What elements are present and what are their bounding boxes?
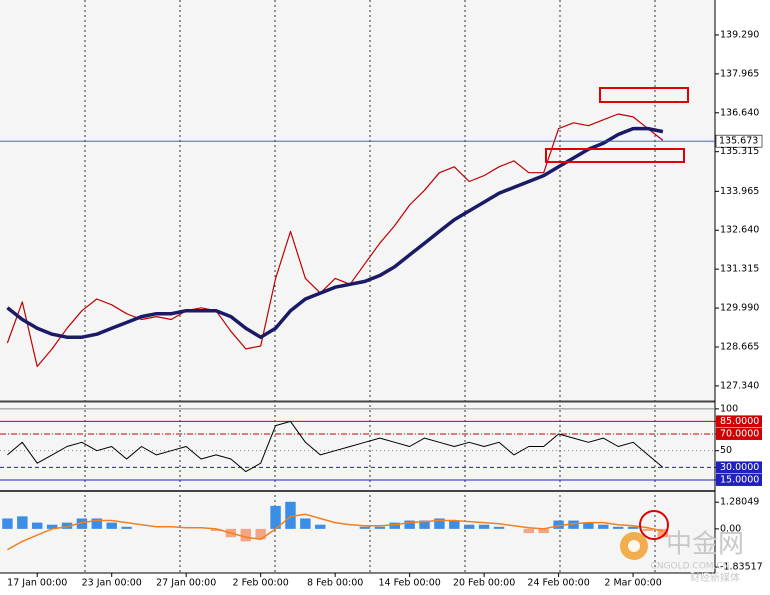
histogram-bar [434,518,445,529]
y-tick-label: 135.315 [720,146,759,157]
x-tick-label: 20 Feb 00:00 [453,578,515,589]
histogram-bar [359,526,371,529]
y-tick-label: 129.990 [720,303,759,314]
histogram-bar [121,526,132,529]
histogram-bar [464,524,475,529]
histogram-bar [568,520,579,529]
series-line [7,513,664,551]
histogram-bar [300,518,311,529]
watermark-sub: CNGOLD.COM.CN [651,562,730,572]
x-tick-label: 27 Jan 00:00 [156,578,216,589]
y-tick-label: 132.640 [720,225,759,236]
level-label-box [716,427,762,440]
histogram-bar [270,505,281,529]
histogram-bar [46,524,58,529]
annotations [545,87,689,540]
histogram-bar [404,520,415,529]
plot-bg [0,0,715,573]
y-tick-label: 131.315 [720,264,759,275]
series-line [7,420,664,473]
level-label-box [716,473,762,486]
y-tick-label: -1.83517 [720,562,763,573]
histogram-bar [478,524,490,529]
y-tick-label: 30.0000 [720,462,759,473]
histogram-bar [642,528,654,531]
histogram-bar [315,524,326,529]
histogram-bar [2,518,13,529]
x-tick-label: 8 Feb 00:00 [307,578,363,589]
histogram-bar [17,516,28,529]
histogram-bar [657,528,669,538]
layer: 17 Jan 00:00 23 Jan 00:00 27 Jan 00:00 2 Fe… [0,29,763,589]
histogram-bar [76,518,88,529]
y-tick-label: 127.340 [720,380,759,391]
y-tick-label: 133.965 [720,186,759,197]
y-tick-label: 137.965 [720,68,759,79]
level-label-box [716,461,762,474]
histogram-bar [493,526,505,529]
x-tick-label: 17 Jan 00:00 [7,578,67,589]
histogram-bar [583,522,594,529]
histogram-bar [374,526,386,529]
last-price-label: 135.673 [719,136,758,147]
watermark: 中金网 [666,530,744,560]
histogram-bar [449,520,460,529]
y-tick-label: 85.0000 [720,416,759,427]
x-tick-label: 2 Mar 00:00 [604,578,661,589]
y-tick-label: 15.0000 [720,474,759,485]
level-label-box [716,415,762,428]
histogram-bar [523,528,535,534]
histogram-bar [285,501,296,529]
series-line [6,113,664,368]
histogram-bar [419,520,430,529]
y-tick-label: 128.665 [720,341,759,352]
histogram-bar [240,528,251,542]
y-tick-label: 0.00 [720,523,741,534]
y-tick-label: 1.28049 [720,497,759,508]
histogram-bar [389,522,400,529]
separators [84,0,656,573]
x-tick-label: 23 Jan 00:00 [82,578,142,589]
histogram-bar [538,528,549,534]
histogram-bar [255,528,266,540]
histogram-bar [61,522,73,529]
histogram-bar [91,518,103,529]
last-price-box [715,134,763,148]
x-tick-label: 2 Feb 00:00 [233,578,289,589]
histogram-bar [598,524,609,529]
y-tick-label: 50 [720,445,732,456]
histogram-bar [612,526,624,529]
watermark-tag: 财经新媒体 [690,571,740,584]
histogram-bar [32,522,43,529]
histogram-bar [210,528,222,531]
series-line [6,126,664,339]
x-tick-label: 24 Feb 00:00 [527,578,589,589]
x-tick-label: 14 Feb 00:00 [378,578,440,589]
histogram-bar [627,526,639,529]
logo-inner [628,540,640,552]
histogram-bar [106,522,117,529]
panel-borders [0,400,715,492]
y-tick-label: 139.290 [720,29,759,40]
y-tick-label: 70.0000 [720,428,759,439]
y-tick-label: 136.640 [720,107,759,118]
histogram-bar [553,520,564,529]
y-tick-label: 100 [720,403,738,414]
